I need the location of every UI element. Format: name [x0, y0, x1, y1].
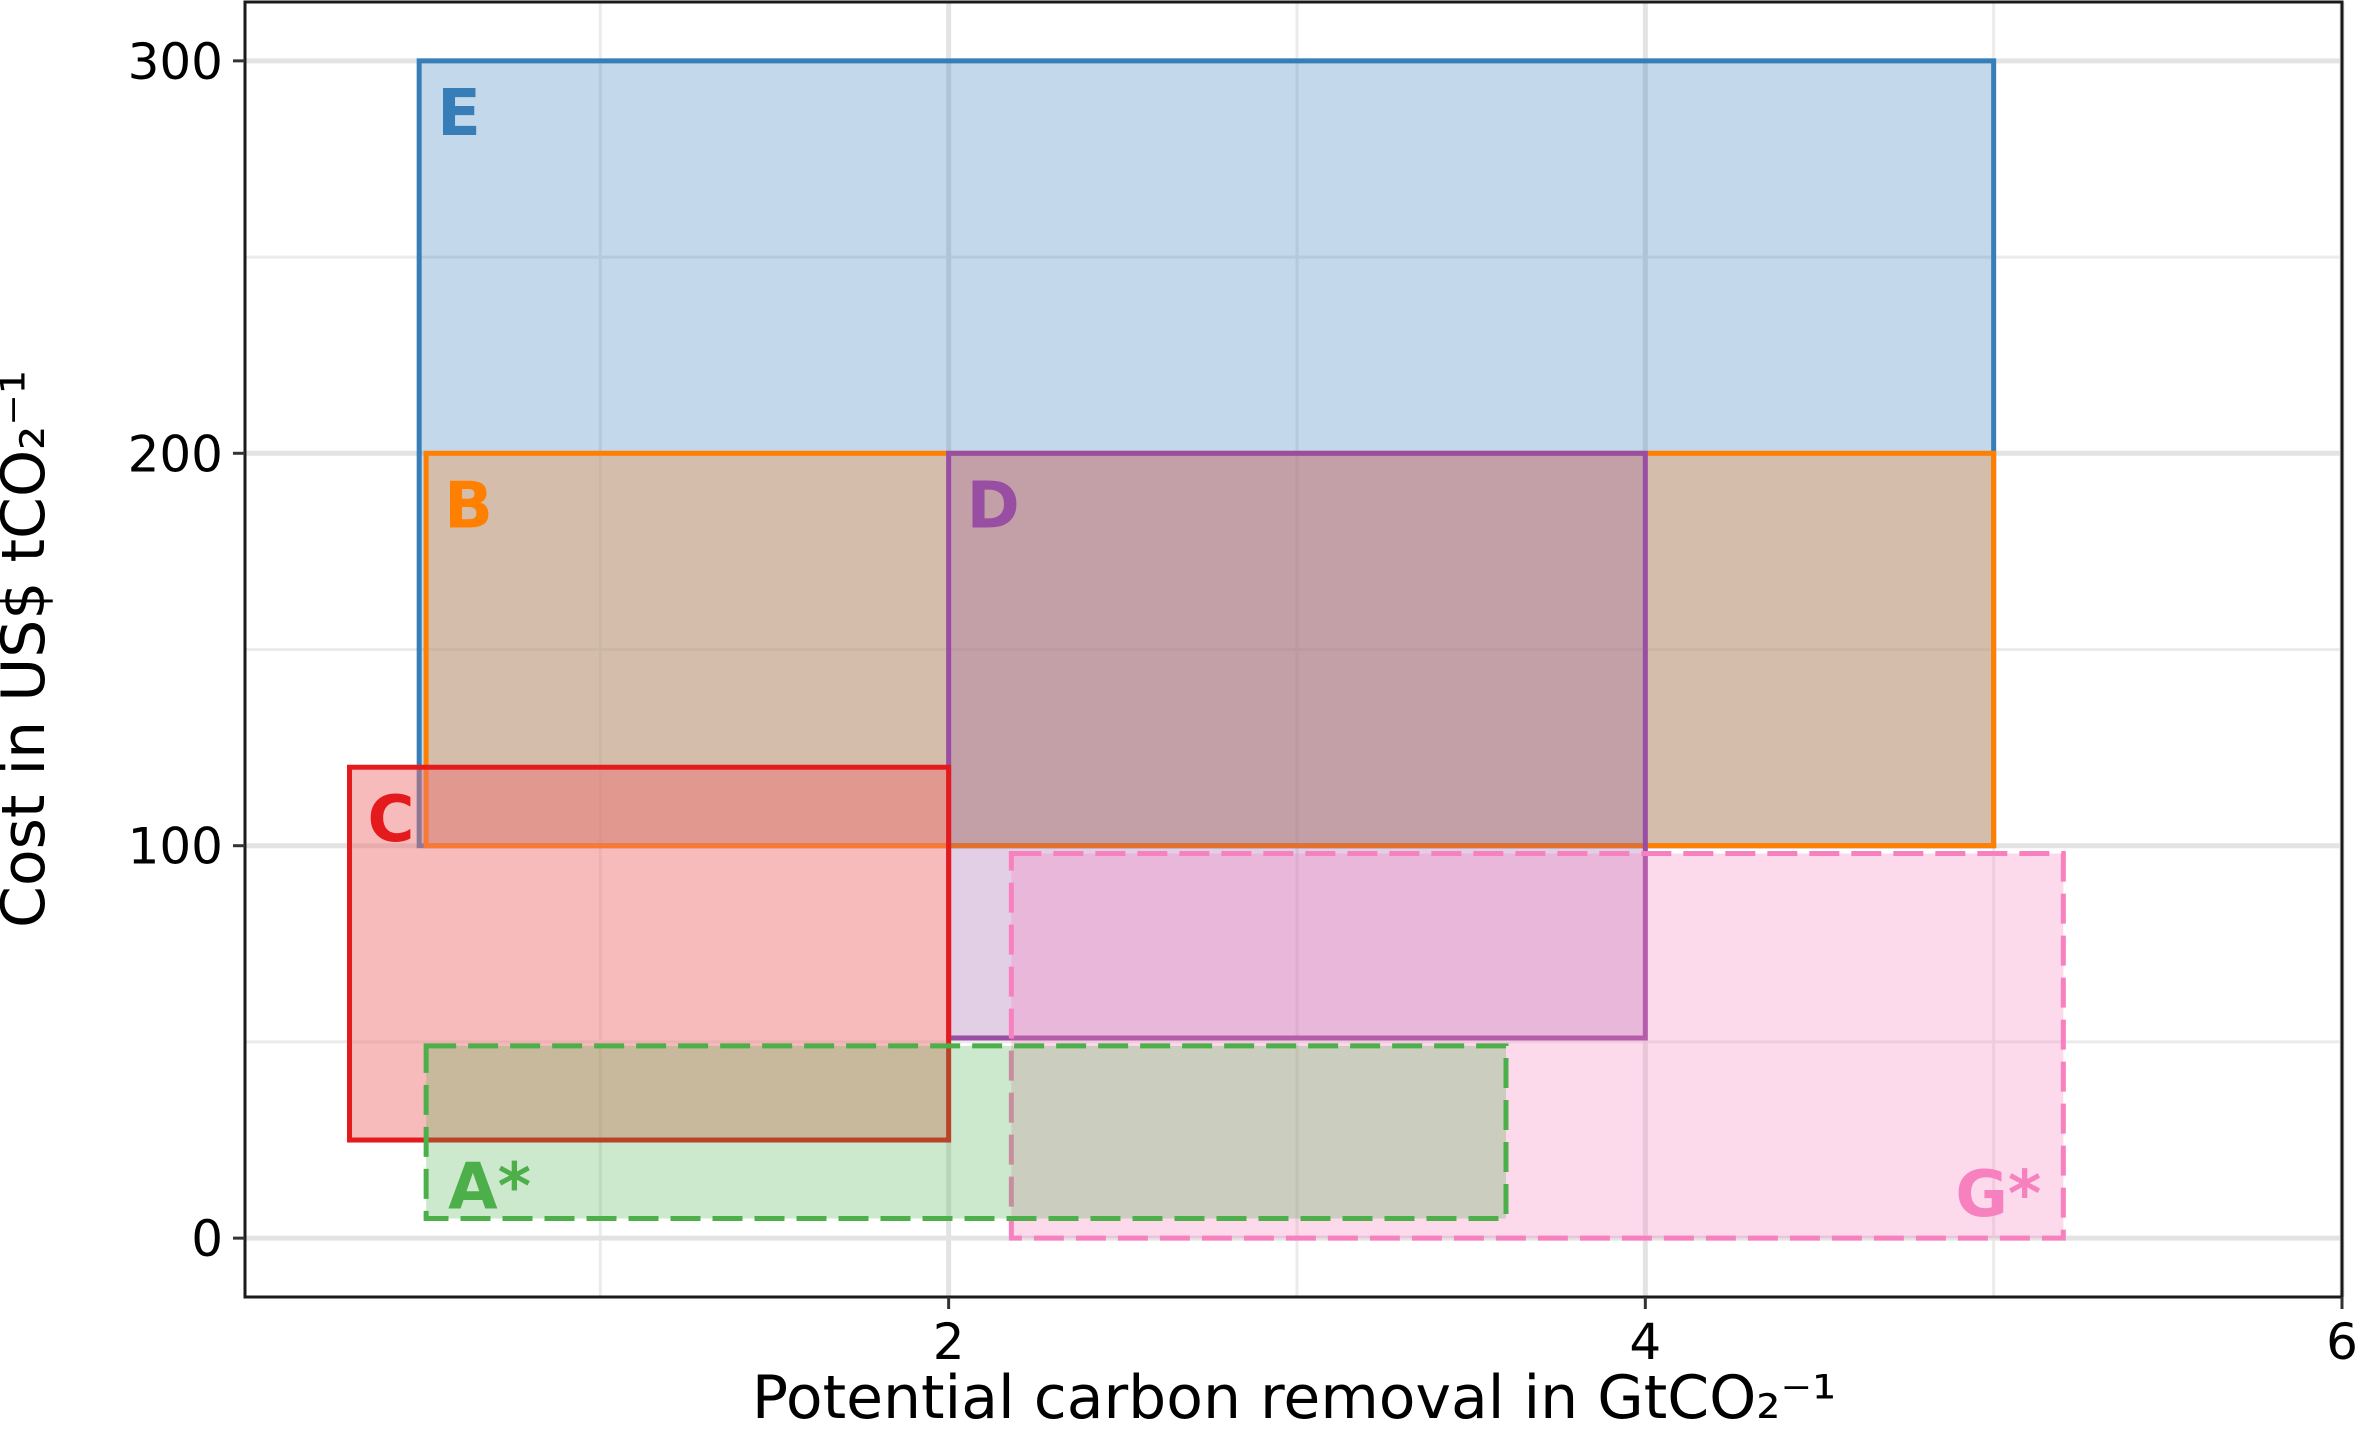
- x-tick-label: 4: [1629, 1313, 1661, 1371]
- region-label-b: B: [444, 469, 493, 543]
- region-label-a: A*: [448, 1151, 531, 1225]
- region-label-e: E: [437, 77, 481, 151]
- y-tick-label: 200: [128, 425, 223, 483]
- axis-ticks: 0 100 200 300 2 4 6: [128, 33, 2355, 1371]
- x-axis-title: Potential carbon removal in GtCO₂⁻¹: [752, 1363, 1836, 1433]
- x-tick-label: 2: [933, 1313, 965, 1371]
- region-rect-a: [423, 1043, 1509, 1222]
- region-rectangles: [347, 58, 2066, 1241]
- region-rect-c: [347, 764, 952, 1143]
- region-rect-d: [946, 450, 1648, 1041]
- plot-frame: [243, 0, 2344, 1299]
- y-tick-label: 300: [128, 33, 223, 91]
- y-tick-label: 100: [128, 818, 223, 876]
- y-tick-label: 0: [191, 1210, 223, 1268]
- region-rect-b: [423, 450, 1997, 849]
- region-label-c: C: [368, 783, 415, 857]
- region-label-g: G*: [1955, 1158, 2041, 1232]
- region-labels: E B D C G* A*: [368, 77, 2042, 1232]
- region-label-d: D: [967, 469, 1020, 543]
- x-tick-label: 6: [2326, 1313, 2355, 1371]
- y-axis-title: Cost in US$ tCO₂⁻¹: [0, 370, 59, 928]
